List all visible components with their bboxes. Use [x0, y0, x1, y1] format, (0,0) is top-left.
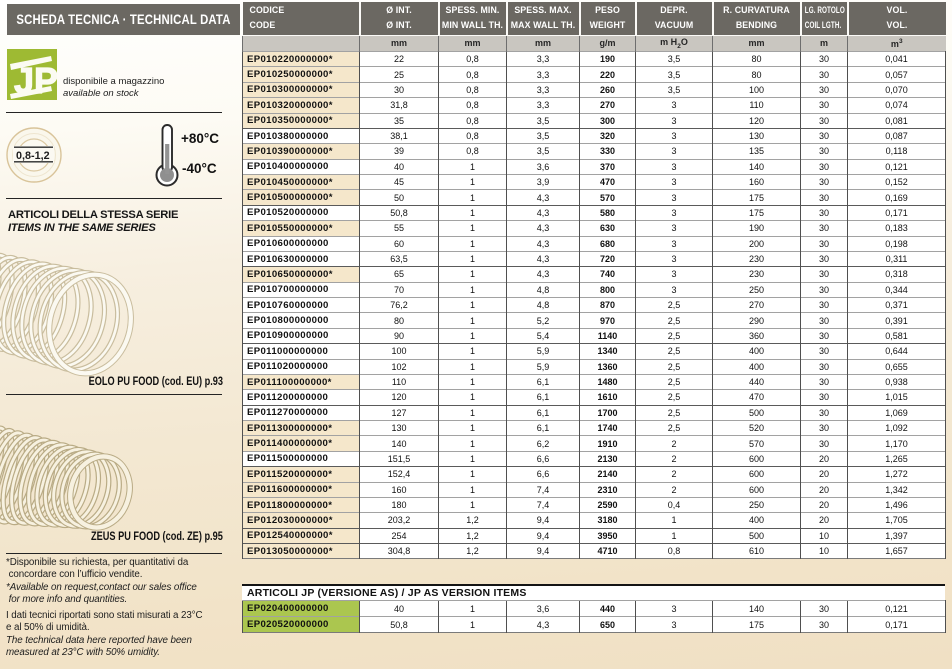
svg-text:JP: JP — [14, 60, 57, 100]
svg-text:0,8-1,2: 0,8-1,2 — [16, 150, 50, 162]
